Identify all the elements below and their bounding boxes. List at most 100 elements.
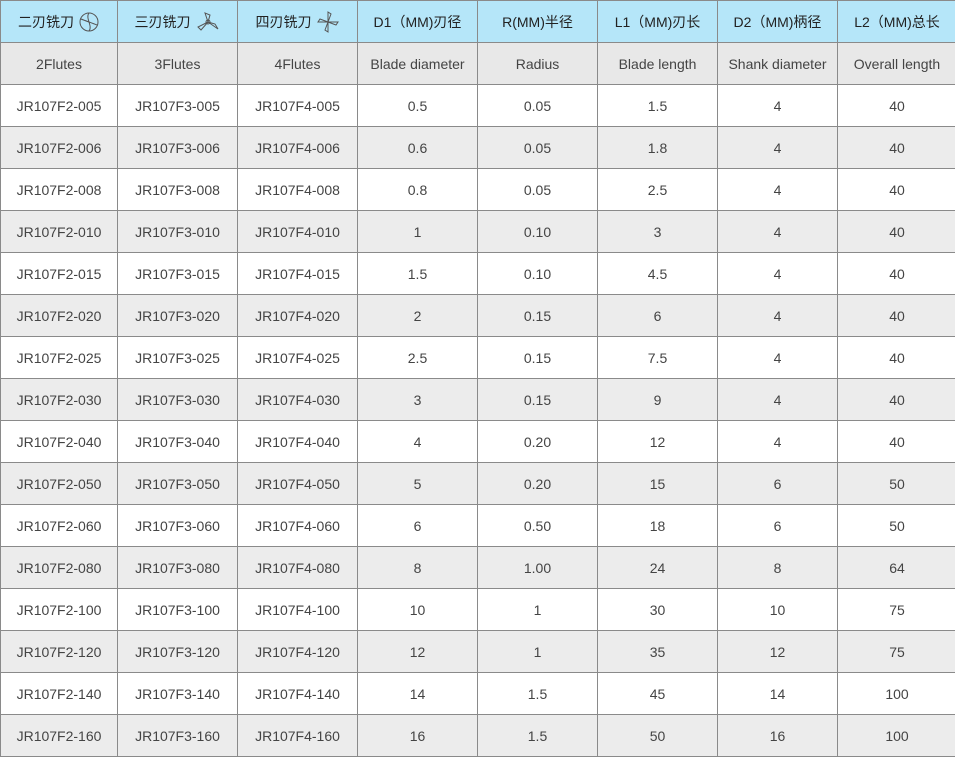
column-header-label: L1（MM)刃长 [614,13,701,30]
table-row: JR107F2-040 JR107F3-040 JR107F4-040 4 0.20 12… [0,420,955,463]
table-cell: JR107F2-140 [0,672,118,715]
table-cell: JR107F2-120 [0,630,118,673]
table-cell: JR107F3-015 [117,252,238,295]
column-header-label: D1（MM)刃径 [373,13,462,30]
table-cell: 1 [477,588,598,631]
table-cell: 3 [357,378,478,421]
column-header-label: R(MM)半径 [502,13,573,30]
column-header: R(MM)半径 [477,0,598,43]
column-header-label: D2（MM)柄径 [733,13,822,30]
table-cell: JR107F2-040 [0,420,118,463]
table-cell: JR107F4-080 [237,546,358,589]
column-subheader: Overall length [837,42,955,85]
table-cell: 1.5 [597,84,718,127]
table-cell: 40 [837,168,955,211]
table-cell: JR107F4-120 [237,630,358,673]
table-cell: JR107F3-005 [117,84,238,127]
table-cell: 0.5 [357,84,478,127]
column-subheader: Blade length [597,42,718,85]
column-header-label: L2（MM)总长 [854,13,940,30]
table-cell: JR107F3-080 [117,546,238,589]
table-cell: JR107F4-160 [237,714,358,757]
table-row: JR107F2-008 JR107F3-008 JR107F4-008 0.8 0.05… [0,168,955,211]
table-cell: JR107F4-005 [237,84,358,127]
table-cell: 14 [357,672,478,715]
table-cell: 40 [837,210,955,253]
table-row: JR107F2-005 JR107F3-005 JR107F4-005 0.5 0.05… [0,84,955,127]
table-cell: 4 [717,210,838,253]
table-cell: 4 [717,378,838,421]
table-cell: JR107F2-010 [0,210,118,253]
table-cell: 10 [357,588,478,631]
table-cell: JR107F2-030 [0,378,118,421]
table-cell: 12 [357,630,478,673]
table-cell: JR107F4-015 [237,252,358,295]
table-cell: 1.8 [597,126,718,169]
table-cell: 50 [837,504,955,547]
table-row: JR107F2-006 JR107F3-006 JR107F4-006 0.6 0.05… [0,126,955,169]
table-cell: 75 [837,630,955,673]
table-cell: 7.5 [597,336,718,379]
table-cell: 2 [357,294,478,337]
table-cell: 0.10 [477,210,598,253]
column-header: D2（MM)柄径 [717,0,838,43]
table-cell: 40 [837,336,955,379]
table-cell: 1 [357,210,478,253]
table-cell: 24 [597,546,718,589]
table-cell: JR107F2-005 [0,84,118,127]
table-row: JR107F2-100 JR107F3-100 JR107F4-100 10 1 30 10… [0,588,955,631]
column-header-label: 四刃铣刀 [255,13,312,30]
table-cell: JR107F4-040 [237,420,358,463]
table-cell: 35 [597,630,718,673]
table-cell: 40 [837,420,955,463]
table-cell: 64 [837,546,955,589]
subheader-row: 2Flutes 3Flutes 4Flutes Blade diameter Radiu… [0,42,955,85]
table-cell: JR107F3-008 [117,168,238,211]
table-cell: 2.5 [597,168,718,211]
table-cell: 12 [597,420,718,463]
table-cell: 16 [357,714,478,757]
table-cell: 30 [597,588,718,631]
table-row: JR107F2-140 JR107F3-140 JR107F4-140 14 1.5 45… [0,672,955,715]
table-cell: 8 [357,546,478,589]
column-subheader: 3Flutes [117,42,238,85]
table-cell: 0.15 [477,378,598,421]
table-cell: JR107F3-025 [117,336,238,379]
table-cell: 0.05 [477,168,598,211]
table-cell: 4 [717,84,838,127]
table-cell: 10 [717,588,838,631]
table-cell: 2.5 [357,336,478,379]
table-cell: 1.5 [477,714,598,757]
column-subheader: 2Flutes [0,42,118,85]
table-cell: JR107F3-120 [117,630,238,673]
table-cell: JR107F3-020 [117,294,238,337]
table-cell: 100 [837,714,955,757]
column-header: D1（MM)刃径 [357,0,478,43]
table-cell: 0.50 [477,504,598,547]
column-header-label: 三刃铣刀 [134,13,191,30]
table-cell: 4 [717,294,838,337]
table-cell: 6 [717,462,838,505]
table-cell: 0.05 [477,84,598,127]
table-cell: 4 [357,420,478,463]
table-cell: 75 [837,588,955,631]
table-cell: 0.8 [357,168,478,211]
table-cell: 40 [837,294,955,337]
column-subheader: 4Flutes [237,42,358,85]
table-cell: JR107F3-100 [117,588,238,631]
table-cell: JR107F2-060 [0,504,118,547]
table-cell: JR107F2-050 [0,462,118,505]
table-cell: 45 [597,672,718,715]
column-header: 三刃铣刀 [117,0,238,43]
table-cell: 50 [597,714,718,757]
column-header: L1（MM)刃长 [597,0,718,43]
column-subheader: Shank diameter [717,42,838,85]
column-header: L2（MM)总长 [837,0,955,43]
table-cell: JR107F2-100 [0,588,118,631]
table-cell: 0.6 [357,126,478,169]
table-cell: 4 [717,168,838,211]
table-cell: JR107F4-006 [237,126,358,169]
column-header: 四刃铣刀 [237,0,358,43]
table-cell: JR107F3-030 [117,378,238,421]
table-row: JR107F2-160 JR107F3-160 JR107F4-160 16 1.5 50… [0,714,955,757]
